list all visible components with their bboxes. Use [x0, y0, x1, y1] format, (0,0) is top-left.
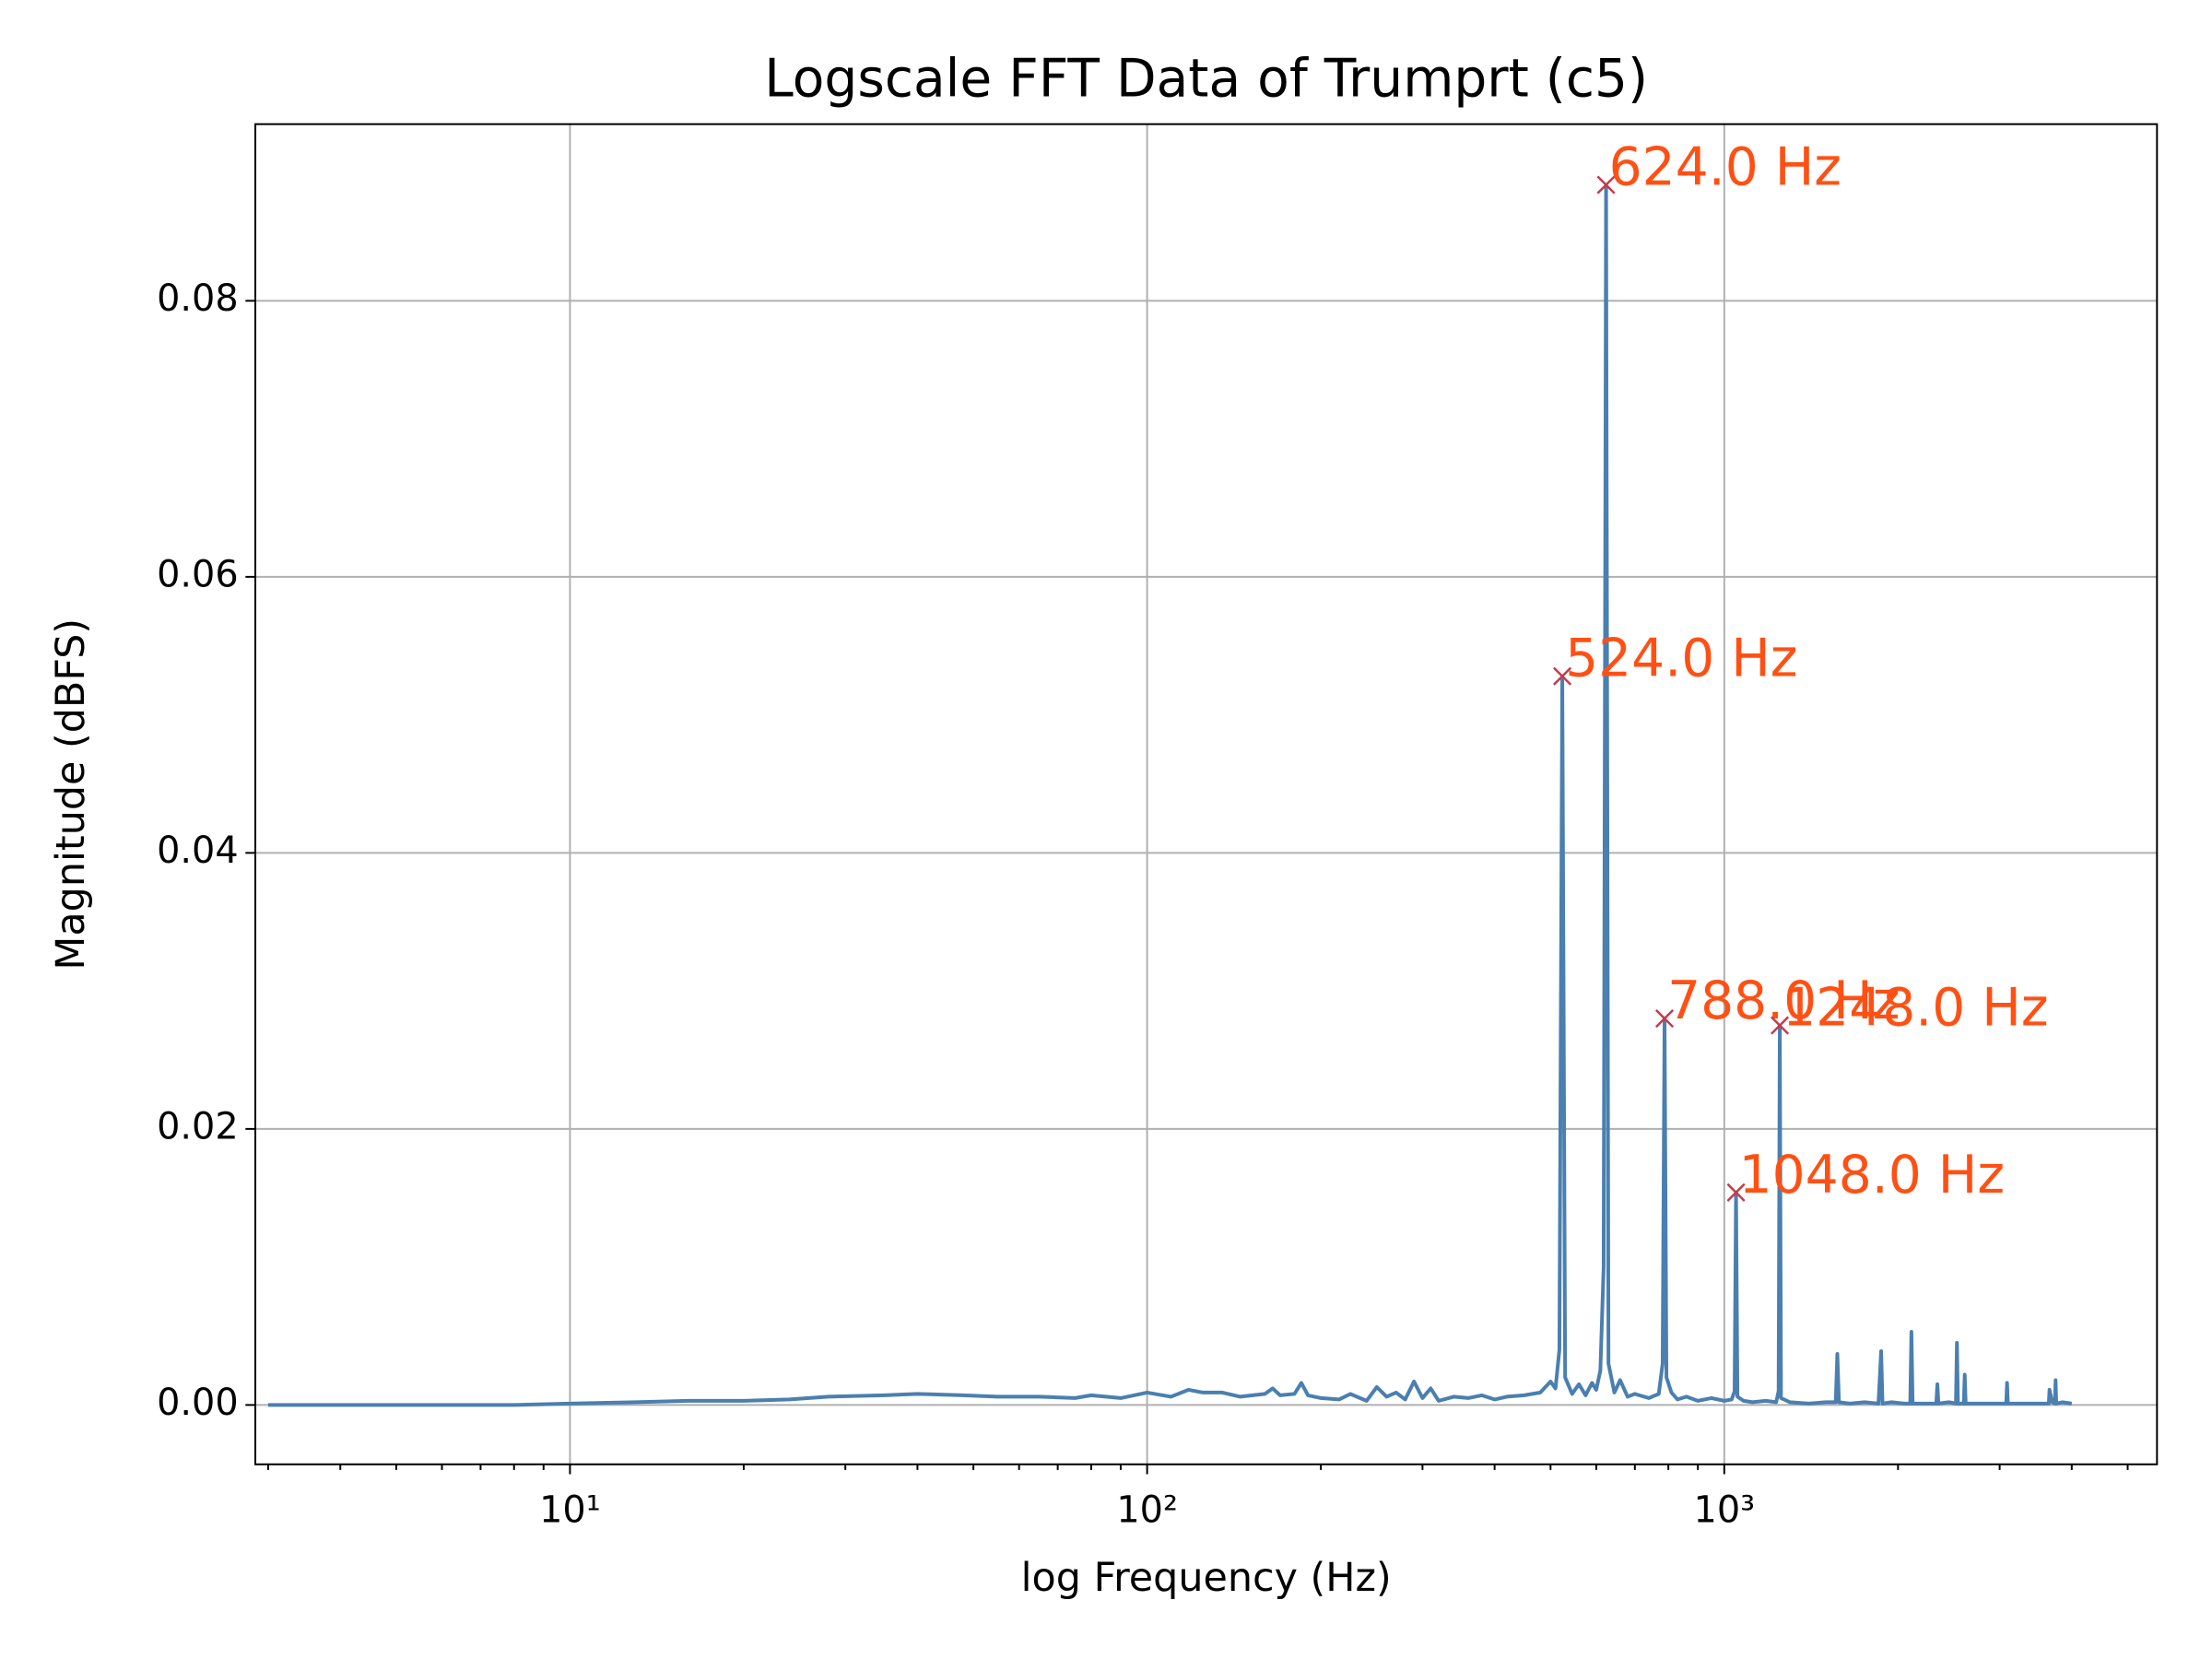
peak-marker	[1553, 666, 1572, 686]
y-tick-label: 0.08	[157, 277, 239, 320]
peak-marker	[1771, 1016, 1790, 1035]
x-tick-label: 10³	[1694, 1488, 1756, 1531]
plot-frame	[254, 123, 2159, 1465]
peak-marker	[1596, 175, 1616, 194]
grid	[255, 124, 2158, 1465]
x-tick-label: 10¹	[539, 1488, 601, 1531]
y-tick-label: 0.02	[157, 1105, 239, 1147]
spectrum-line	[267, 182, 2073, 1407]
peak-label: 624.0 Hz	[1609, 137, 1841, 198]
x-axis-label: log Frequency (Hz)	[1021, 1555, 1392, 1601]
y-tick-label: 0.00	[157, 1382, 239, 1424]
y-axis-label: Magnitude (dBFS)	[48, 618, 94, 971]
chart-title: Logscale FFT Data of Trumprt (c5)	[764, 48, 1648, 109]
x-tick-label: 10²	[1116, 1488, 1178, 1531]
peak-label: 524.0 Hz	[1565, 629, 1797, 689]
peak-marker	[1654, 1009, 1675, 1029]
y-tick-label: 0.06	[157, 553, 239, 595]
peak-marker	[1726, 1182, 1746, 1202]
y-tick-label: 0.04	[157, 830, 239, 872]
peak-label: 1048.0 Hz	[1739, 1145, 2005, 1206]
peak-label: 1248.0 Hz	[1783, 978, 2048, 1039]
